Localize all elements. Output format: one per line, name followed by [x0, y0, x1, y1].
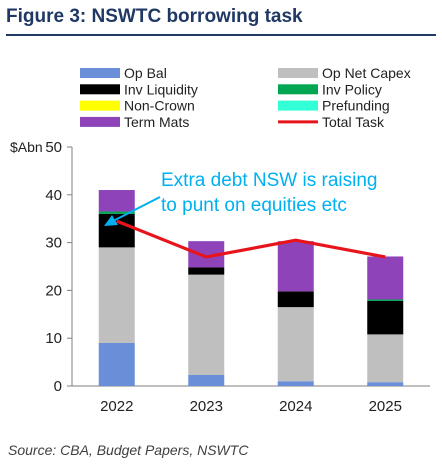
- legend-swatch: [278, 84, 318, 95]
- borrowing-chart: Op Bal Op Net Capex Inv Liquidity Inv Polic…: [10, 65, 430, 415]
- chart-axes: 0 10 20 30 40 50 2022 2023 2024 2025: [45, 139, 430, 415]
- bar-segment: [188, 375, 225, 386]
- bar-segment: [367, 334, 404, 383]
- annotation-line-1: Extra debt NSW is raising: [161, 170, 377, 191]
- y-tick-label: 0: [54, 378, 62, 395]
- y-axis-label: $Abn: [10, 139, 43, 155]
- x-tick-label: 2023: [190, 398, 223, 415]
- legend-swatch: [80, 84, 120, 95]
- y-tick-label: 20: [45, 282, 62, 299]
- bar-segment: [367, 299, 404, 301]
- bar-segment: [367, 256, 404, 300]
- annotation: Extra debt NSW is raising to punt on equ…: [104, 170, 377, 226]
- bar-segment: [188, 267, 225, 275]
- source-note: Source: CBA, Budget Papers, NSWTC: [8, 442, 249, 458]
- bar-segment: [277, 241, 314, 292]
- legend-label: Op Net Capex: [322, 65, 411, 81]
- legend-swatch: [80, 116, 120, 127]
- total-task-polyline: [116, 219, 386, 259]
- legend-swatch: [80, 68, 120, 78]
- y-tick-label: 30: [45, 235, 62, 252]
- legend-label: Inv Liquidity: [124, 81, 198, 97]
- bar-segment: [98, 247, 135, 343]
- bar-segment: [277, 291, 314, 308]
- legend-swatch: [278, 100, 318, 111]
- x-tick-label: 2025: [369, 398, 402, 415]
- y-tick-label: 10: [45, 330, 62, 347]
- legend-label: Term Mats: [124, 114, 189, 130]
- total-task-line: [116, 219, 386, 259]
- y-tick-label: 50: [45, 139, 62, 156]
- y-tick-label: 40: [45, 187, 62, 204]
- bar-segment: [277, 307, 314, 382]
- legend-label: Total Task: [322, 114, 385, 130]
- bar-segment: [367, 382, 404, 386]
- bar-segment: [98, 190, 135, 212]
- figure-title: Figure 3: NSWTC borrowing task: [6, 6, 303, 27]
- x-tick-label: 2022: [100, 398, 133, 415]
- bar-segment: [367, 300, 404, 335]
- title-underline: [6, 34, 436, 36]
- legend-label: Inv Policy: [322, 81, 382, 97]
- bar-segment: [188, 274, 225, 376]
- bar-segment: [277, 381, 314, 386]
- chart-legend: Op Bal Op Net Capex Inv Liquidity Inv Polic…: [80, 65, 411, 130]
- x-tick-label: 2024: [279, 398, 312, 415]
- legend-swatch: [278, 68, 318, 78]
- annotation-line-2: to punt on equities etc: [161, 195, 347, 216]
- bar-segment: [98, 342, 135, 386]
- annotation-arrow-head: [104, 215, 118, 226]
- annotation-arrow-line: [112, 196, 161, 222]
- legend-label: Prefunding: [322, 98, 390, 114]
- legend-label: Op Bal: [124, 65, 167, 81]
- legend-swatch: [80, 100, 120, 111]
- bar-segment: [98, 211, 135, 214]
- legend-label: Non-Crown: [124, 98, 195, 114]
- bar-series: [98, 190, 404, 386]
